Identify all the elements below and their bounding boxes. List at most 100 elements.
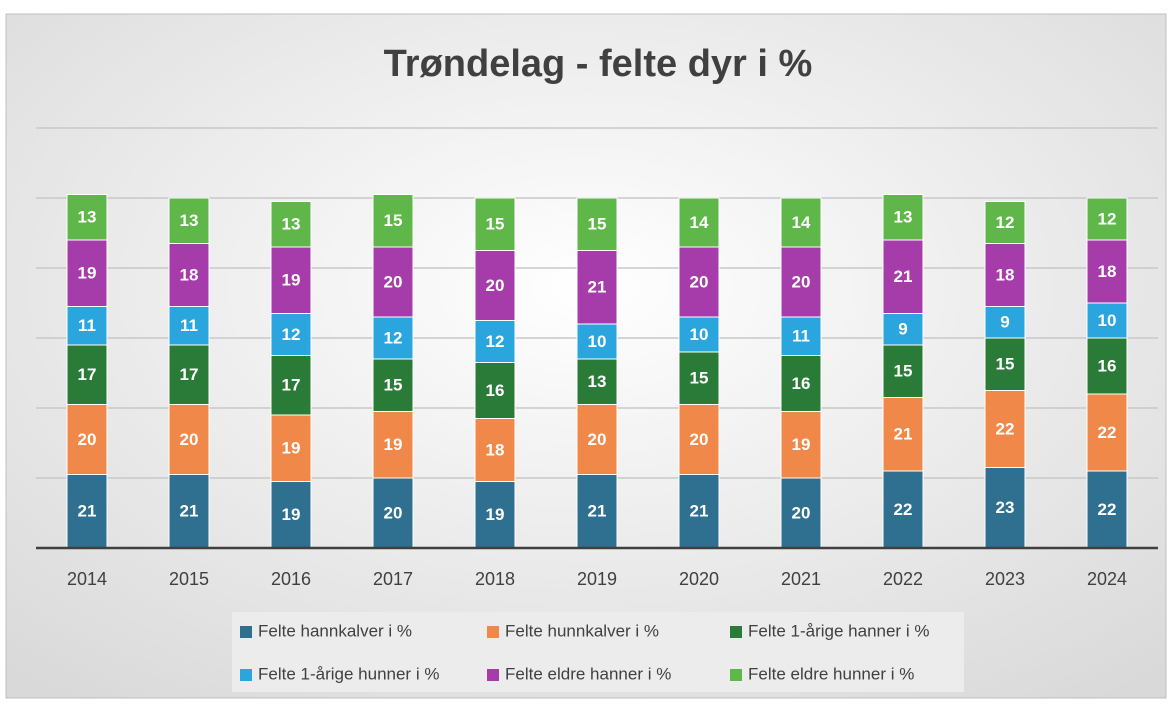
bar-segment bbox=[780, 246, 822, 318]
data-label: 18 bbox=[486, 440, 505, 459]
x-tick-label: 2024 bbox=[1087, 569, 1127, 589]
bar-segment bbox=[678, 246, 720, 318]
bar-segment bbox=[1086, 337, 1128, 395]
bar-segment bbox=[66, 194, 108, 241]
bar-segment bbox=[882, 194, 924, 241]
legend-label: Felte hannkalver i % bbox=[258, 621, 412, 640]
bar-segment bbox=[1086, 197, 1128, 241]
bar-segment bbox=[372, 477, 414, 549]
x-tick-label: 2019 bbox=[577, 569, 617, 589]
data-label: 21 bbox=[180, 502, 199, 521]
data-label: 14 bbox=[792, 213, 811, 232]
bar-segment bbox=[1086, 393, 1128, 472]
bar-segment bbox=[576, 358, 618, 405]
data-label: 20 bbox=[690, 272, 709, 291]
bar-segment bbox=[168, 474, 210, 549]
data-label: 21 bbox=[690, 502, 709, 521]
data-label: 21 bbox=[588, 502, 607, 521]
data-label: 15 bbox=[486, 215, 505, 234]
data-label: 12 bbox=[486, 332, 505, 351]
legend-label: Felte 1-årige hunner i % bbox=[258, 664, 439, 683]
data-label: 12 bbox=[996, 213, 1015, 232]
data-label: 17 bbox=[282, 376, 301, 395]
bar-segment bbox=[372, 316, 414, 360]
bar-segment bbox=[168, 243, 210, 307]
bar-segment bbox=[678, 474, 720, 549]
legend bbox=[232, 612, 964, 692]
data-label: 13 bbox=[78, 208, 97, 227]
data-label: 20 bbox=[792, 272, 811, 291]
legend-swatch bbox=[730, 626, 742, 638]
bar-segment bbox=[270, 201, 312, 248]
data-label: 9 bbox=[1000, 313, 1009, 332]
bar-segment bbox=[882, 397, 924, 472]
bar-segment bbox=[984, 390, 1026, 468]
legend-label: Felte eldre hunner i % bbox=[748, 664, 914, 683]
data-label: 12 bbox=[282, 325, 301, 344]
data-label: 19 bbox=[78, 264, 97, 283]
data-label: 13 bbox=[180, 211, 199, 230]
bar-segment bbox=[576, 197, 618, 251]
data-label: 19 bbox=[282, 439, 301, 458]
bar-segment bbox=[780, 197, 822, 248]
data-label: 21 bbox=[78, 502, 97, 521]
bar-segment bbox=[270, 414, 312, 482]
bar-segment bbox=[678, 351, 720, 405]
data-label: 19 bbox=[282, 271, 301, 290]
data-label: 20 bbox=[180, 430, 199, 449]
bar-segment bbox=[474, 481, 516, 549]
x-tick-label: 2017 bbox=[373, 569, 413, 589]
data-label: 22 bbox=[996, 419, 1015, 438]
data-label: 21 bbox=[588, 278, 607, 297]
bar-segment bbox=[678, 197, 720, 248]
bar-segment bbox=[270, 481, 312, 549]
data-label: 21 bbox=[894, 425, 913, 444]
data-label: 11 bbox=[78, 316, 96, 335]
bar-segment bbox=[984, 201, 1026, 244]
data-label: 10 bbox=[1098, 311, 1117, 330]
bar-segment bbox=[780, 355, 822, 412]
data-label: 15 bbox=[588, 215, 607, 234]
legend-label: Felte 1-årige hanner i % bbox=[748, 621, 929, 640]
data-label: 15 bbox=[384, 211, 403, 230]
bar-segment bbox=[372, 411, 414, 479]
data-label: 15 bbox=[894, 362, 913, 381]
data-label: 18 bbox=[996, 265, 1015, 284]
legend-label: Felte eldre hanner i % bbox=[505, 664, 671, 683]
bar-segment bbox=[474, 197, 516, 251]
bar-segment bbox=[882, 239, 924, 314]
data-label: 18 bbox=[1098, 262, 1117, 281]
bar-segment bbox=[882, 313, 924, 346]
data-label: 20 bbox=[384, 503, 403, 522]
bar-segment bbox=[372, 194, 414, 248]
data-label: 10 bbox=[690, 325, 709, 344]
bar-segment bbox=[66, 344, 108, 405]
data-label: 20 bbox=[78, 430, 97, 449]
data-label: 21 bbox=[894, 267, 913, 286]
bar-segment bbox=[1086, 302, 1128, 339]
bar-segment bbox=[984, 306, 1026, 339]
data-label: 19 bbox=[384, 435, 403, 454]
x-tick-label: 2022 bbox=[883, 569, 923, 589]
data-label: 15 bbox=[690, 369, 709, 388]
bar-segment bbox=[168, 344, 210, 405]
data-label: 20 bbox=[588, 430, 607, 449]
x-tick-label: 2016 bbox=[271, 569, 311, 589]
bar-segment bbox=[678, 316, 720, 353]
legend-swatch bbox=[240, 626, 252, 638]
bar-segment bbox=[474, 320, 516, 363]
bar-segment bbox=[270, 313, 312, 356]
data-label: 11 bbox=[180, 316, 198, 335]
legend-swatch bbox=[730, 669, 742, 681]
data-label: 16 bbox=[1098, 356, 1117, 375]
x-tick-label: 2023 bbox=[985, 569, 1025, 589]
data-label: 13 bbox=[894, 208, 913, 227]
legend-swatch bbox=[487, 626, 499, 638]
legend-label: Felte hunnkalver i % bbox=[505, 621, 659, 640]
bar-segment bbox=[474, 418, 516, 482]
data-label: 15 bbox=[996, 355, 1015, 374]
data-label: 17 bbox=[78, 365, 97, 384]
data-label: 20 bbox=[384, 272, 403, 291]
